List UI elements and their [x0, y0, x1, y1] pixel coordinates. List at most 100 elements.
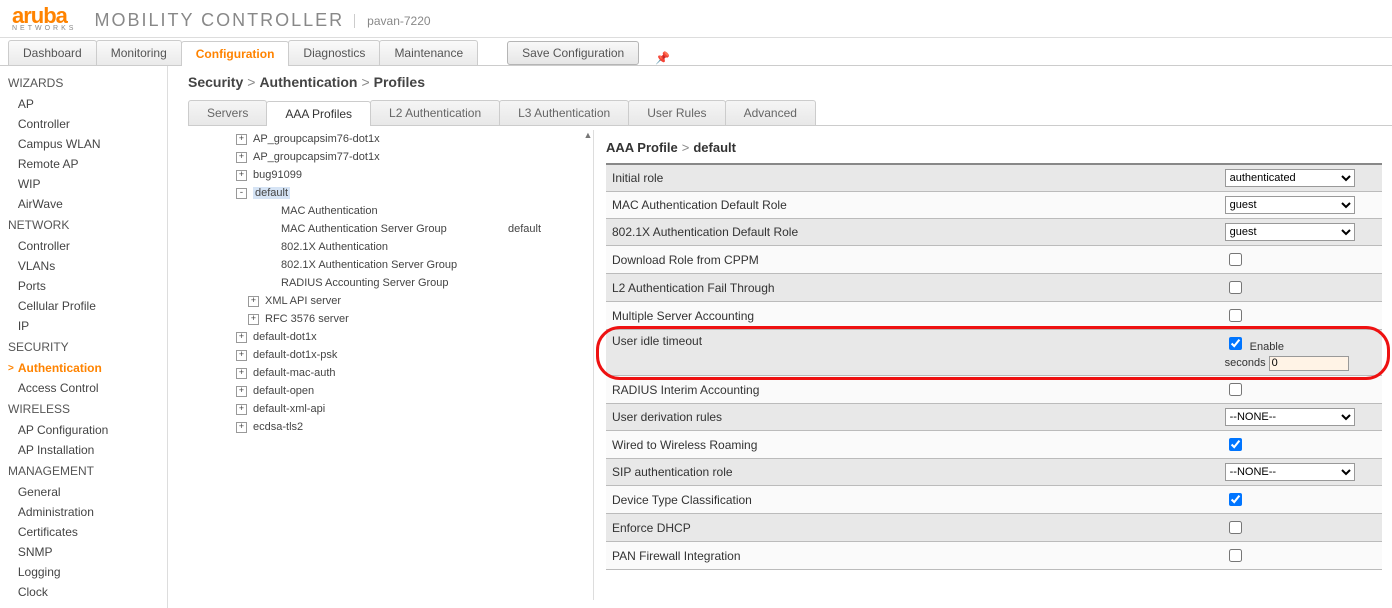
save-configuration-button[interactable]: Save Configuration: [507, 41, 639, 65]
select-initial-role[interactable]: authenticated: [1225, 169, 1355, 187]
tab-diagnostics[interactable]: Diagnostics: [288, 40, 380, 65]
tree-item[interactable]: +AP_groupcapsim77-dot1x: [188, 148, 589, 166]
subtab-aaa-profiles[interactable]: AAA Profiles: [266, 101, 371, 126]
nav-section-management: MANAGEMENT: [0, 460, 167, 482]
expand-icon[interactable]: +: [248, 314, 259, 325]
prop-row: Wired to Wireless Roaming: [606, 431, 1382, 459]
logo: aruba NETWORKS: [12, 9, 76, 32]
select-802-1x-authentication-default-role[interactable]: guest: [1225, 223, 1355, 241]
subtab-l3-authentication[interactable]: L3 Authentication: [499, 100, 629, 125]
tree-item[interactable]: +ecdsa-tls2: [188, 418, 589, 436]
nav-item-ports[interactable]: >Ports: [0, 276, 167, 296]
tree-item[interactable]: -default: [188, 184, 589, 202]
subtab-user-rules[interactable]: User Rules: [628, 100, 725, 125]
prop-label: Enforce DHCP: [606, 514, 1219, 542]
tree-item[interactable]: +default-dot1x: [188, 328, 589, 346]
nav-item-ap-configuration[interactable]: >AP Configuration: [0, 420, 167, 440]
expand-icon[interactable]: +: [236, 350, 247, 361]
select-sip-authentication-role[interactable]: --NONE--: [1225, 463, 1355, 481]
tab-maintenance[interactable]: Maintenance: [379, 40, 478, 65]
collapse-icon[interactable]: -: [236, 188, 247, 199]
expand-icon[interactable]: +: [236, 386, 247, 397]
tree-item[interactable]: MAC Authentication Server Groupdefault: [188, 220, 589, 238]
prop-label: RADIUS Interim Accounting: [606, 376, 1219, 404]
prop-row: L2 Authentication Fail Through: [606, 274, 1382, 302]
tab-configuration[interactable]: Configuration: [181, 41, 290, 66]
tab-monitoring[interactable]: Monitoring: [96, 40, 182, 65]
expand-icon[interactable]: +: [236, 152, 247, 163]
tree-item[interactable]: MAC Authentication: [188, 202, 589, 220]
prop-label: Multiple Server Accounting: [606, 302, 1219, 330]
input-idle-seconds[interactable]: [1269, 356, 1349, 371]
tree-item[interactable]: +default-mac-auth: [188, 364, 589, 382]
select-mac-authentication-default-role[interactable]: guest: [1225, 196, 1355, 214]
nav-item-ip[interactable]: >IP: [0, 316, 167, 336]
checkbox-device-type-classification[interactable]: [1229, 493, 1242, 506]
checkbox-enforce-dhcp[interactable]: [1229, 521, 1242, 534]
pin-icon[interactable]: 📌: [655, 51, 670, 65]
nav-item-airwave[interactable]: >AirWave: [0, 194, 167, 214]
nav-item-ap-installation[interactable]: >AP Installation: [0, 440, 167, 460]
expand-icon[interactable]: +: [236, 404, 247, 415]
expand-icon[interactable]: +: [236, 134, 247, 145]
checkbox-l2-authentication-fail-through[interactable]: [1229, 281, 1242, 294]
tree-item[interactable]: +bug91099: [188, 166, 589, 184]
nav-item-vlans[interactable]: >VLANs: [0, 256, 167, 276]
checkbox-pan-firewall-integration[interactable]: [1229, 549, 1242, 562]
prop-label: PAN Firewall Integration: [606, 542, 1219, 570]
prop-row: Enforce DHCP: [606, 514, 1382, 542]
subtab-advanced[interactable]: Advanced: [725, 100, 816, 125]
tree-item[interactable]: RADIUS Accounting Server Group: [188, 274, 589, 292]
expand-icon[interactable]: +: [248, 296, 259, 307]
checkbox-idle-enable[interactable]: [1229, 337, 1242, 350]
select-user-derivation-rules[interactable]: --NONE--: [1225, 408, 1355, 426]
prop-label: SIP authentication role: [606, 459, 1219, 486]
expand-icon[interactable]: +: [236, 422, 247, 433]
nav-item-access-control[interactable]: >Access Control: [0, 378, 167, 398]
tree-item[interactable]: +AP_groupcapsim76-dot1x: [188, 130, 589, 148]
tree-item[interactable]: +XML API server: [188, 292, 589, 310]
tree-item[interactable]: +default-dot1x-psk: [188, 346, 589, 364]
sub-tabs: ServersAAA ProfilesL2 AuthenticationL3 A…: [188, 100, 1392, 126]
expand-icon[interactable]: +: [236, 368, 247, 379]
nav-item-wip[interactable]: >WIP: [0, 174, 167, 194]
tree-item[interactable]: +default-open: [188, 382, 589, 400]
nav-section-wireless: WIRELESS: [0, 398, 167, 420]
nav-item-controller[interactable]: >Controller: [0, 236, 167, 256]
expand-icon[interactable]: +: [236, 170, 247, 181]
nav-section-network: NETWORK: [0, 214, 167, 236]
nav-item-certificates[interactable]: >Certificates: [0, 522, 167, 542]
nav-item-ap[interactable]: >AP: [0, 94, 167, 114]
tree-item[interactable]: 802.1X Authentication: [188, 238, 589, 256]
checkbox-radius-interim-accounting[interactable]: [1229, 383, 1242, 396]
checkbox-download-role-from-cppm[interactable]: [1229, 253, 1242, 266]
prop-row: Multiple Server Accounting: [606, 302, 1382, 330]
tree-item[interactable]: 802.1X Authentication Server Group: [188, 256, 589, 274]
crumb-1[interactable]: Authentication: [259, 74, 357, 90]
nav-item-cellular-profile[interactable]: >Cellular Profile: [0, 296, 167, 316]
expand-icon[interactable]: +: [236, 332, 247, 343]
profile-details: AAA Profile>default Initial roleauthenti…: [594, 130, 1392, 600]
checkbox-wired-to-wireless-roaming[interactable]: [1229, 438, 1242, 451]
nav-item-clock[interactable]: >Clock: [0, 582, 167, 602]
prop-row: PAN Firewall Integration: [606, 542, 1382, 570]
tree-item[interactable]: +RFC 3576 server: [188, 310, 589, 328]
subtab-l2-authentication[interactable]: L2 Authentication: [370, 100, 500, 125]
nav-item-campus-wlan[interactable]: >Campus WLAN: [0, 134, 167, 154]
nav-item-snmp[interactable]: >SNMP: [0, 542, 167, 562]
tab-dashboard[interactable]: Dashboard: [8, 40, 97, 65]
nav-item-remote-ap[interactable]: >Remote AP: [0, 154, 167, 174]
crumb-0[interactable]: Security: [188, 74, 243, 90]
nav-item-general[interactable]: >General: [0, 482, 167, 502]
prop-row: Device Type Classification: [606, 486, 1382, 514]
prop-label: Initial role: [606, 164, 1219, 192]
nav-item-logging[interactable]: >Logging: [0, 562, 167, 582]
nav-item-authentication[interactable]: >Authentication: [0, 358, 167, 378]
prop-row: 802.1X Authentication Default Roleguest: [606, 219, 1382, 246]
tree-item[interactable]: +default-xml-api: [188, 400, 589, 418]
profile-tree: ▲ +AP_groupcapsim76-dot1x+AP_groupcapsim…: [188, 130, 594, 600]
nav-item-controller[interactable]: >Controller: [0, 114, 167, 134]
nav-item-administration[interactable]: >Administration: [0, 502, 167, 522]
checkbox-multiple-server-accounting[interactable]: [1229, 309, 1242, 322]
subtab-servers[interactable]: Servers: [188, 100, 267, 125]
